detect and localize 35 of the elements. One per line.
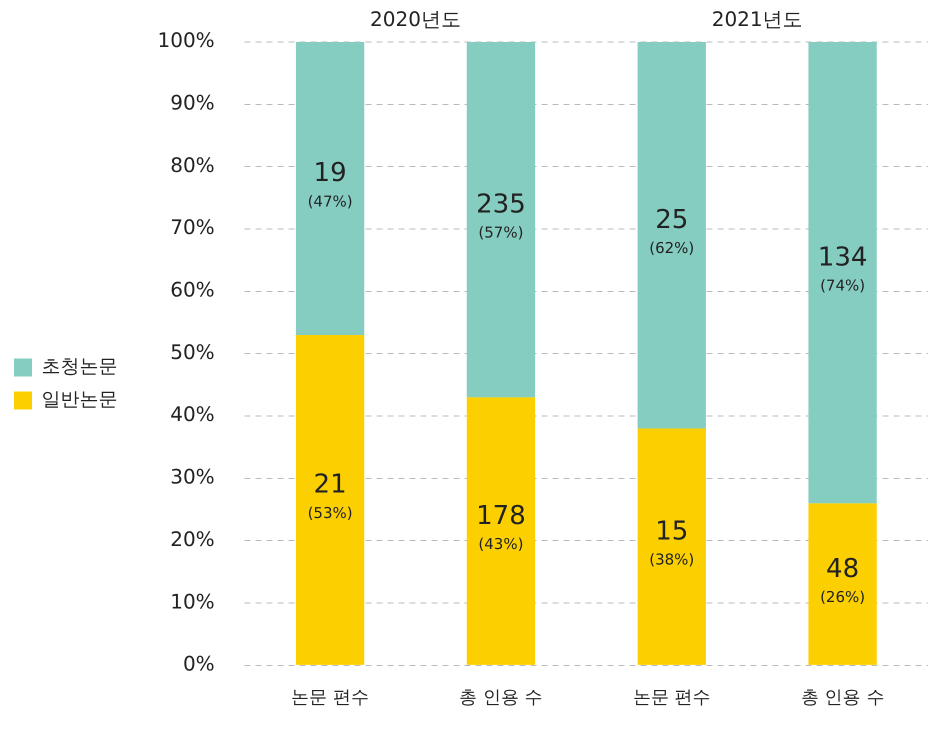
bar — [296, 42, 364, 335]
legend-label: 일반논문 — [42, 388, 118, 410]
legend-label: 초청논문 — [42, 355, 118, 378]
data-label: 178 (43%) — [476, 500, 526, 554]
data-label: 15 (38%) — [649, 516, 694, 569]
y-tick-label: 40% — [170, 402, 215, 426]
y-tick-label: 70% — [170, 215, 215, 240]
y-tick-label: 80% — [170, 152, 215, 177]
data-label: 48 (26%) — [820, 554, 866, 606]
data-label: 25 (62%) — [649, 205, 694, 258]
y-tick-label: 100% — [157, 28, 215, 52]
data-label: 134 (74%) — [818, 242, 868, 295]
text: 2020년도 — [370, 7, 461, 31]
x-tick-label: 총 인용 수 — [800, 686, 884, 708]
y-tick-label: 20% — [170, 526, 215, 551]
y-tick-label: 50% — [170, 340, 215, 364]
bar — [638, 428, 706, 665]
data-label: 21 (53%) — [308, 470, 353, 522]
y-tick-label: 0% — [182, 652, 215, 676]
x-tick-label: 논문 편수 — [632, 686, 711, 708]
bar — [638, 42, 706, 429]
data-label: 235 (57%) — [476, 189, 526, 242]
bar — [296, 335, 364, 665]
y-tick-label: 10% — [170, 589, 215, 614]
bar — [808, 503, 877, 665]
x-tick-label: 총 인용 수 — [459, 686, 543, 708]
y-tick-label: 30% — [170, 464, 215, 489]
bar — [466, 42, 536, 398]
y-tick-label: 90% — [170, 90, 215, 115]
y-tick-label: 60% — [170, 278, 215, 302]
text: 2021년도 — [712, 7, 803, 31]
x-tick-label: 논문 편수 — [291, 686, 369, 708]
data-label: 19 (47%) — [308, 158, 353, 210]
bar — [466, 397, 536, 665]
bar — [808, 42, 877, 504]
